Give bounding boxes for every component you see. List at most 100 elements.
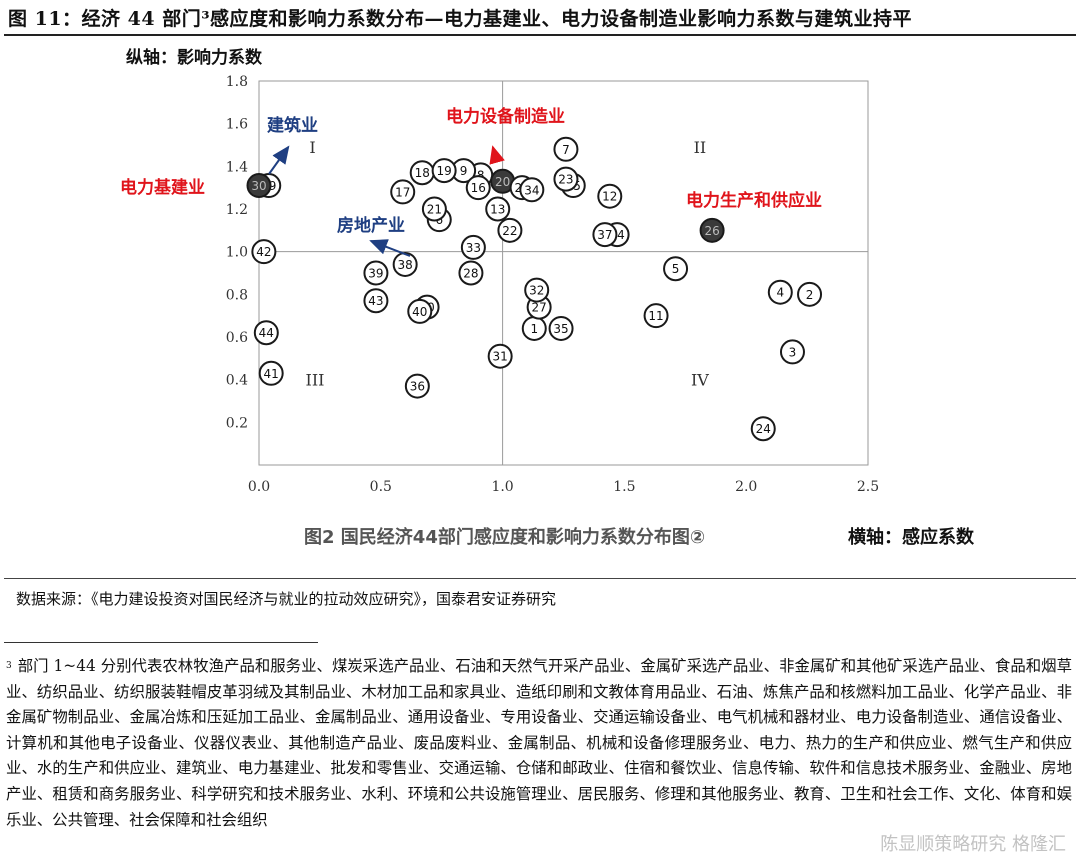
data-point: 41 <box>258 360 284 386</box>
point-marker <box>767 279 793 305</box>
point-label: 1 <box>530 322 538 336</box>
point-label: 43 <box>368 294 383 308</box>
point-label: 21 <box>427 203 442 217</box>
point-marker <box>253 320 279 346</box>
point-marker <box>497 217 523 243</box>
point-label: 12 <box>602 190 617 204</box>
point-label: 16 <box>471 181 486 195</box>
point-label: 26 <box>704 224 719 238</box>
point-label: 40 <box>412 305 427 319</box>
point-label: 44 <box>259 326 274 340</box>
data-point: 39 <box>363 260 389 286</box>
point-label: 38 <box>398 258 413 272</box>
point-marker <box>553 136 579 162</box>
title-rule <box>4 34 1076 36</box>
x-tick-label: 1.0 <box>491 479 513 495</box>
data-point: 43 <box>363 288 389 314</box>
x-tick-label: 0.0 <box>248 479 270 495</box>
point-label: 27 <box>531 301 546 315</box>
data-point: 37 <box>592 222 618 248</box>
data-point: 42 <box>251 239 277 265</box>
point-marker <box>750 416 776 442</box>
point-label: 35 <box>553 322 568 336</box>
point-label: 32 <box>529 284 544 298</box>
annotation-arrow <box>489 145 505 165</box>
data-source: 数据来源：《电力建设投资对国民经济与就业的拉动效应研究》，国泰君安证券研究 <box>16 590 557 608</box>
data-point: 7 <box>553 136 579 162</box>
data-point: 17 <box>390 179 416 205</box>
point-marker <box>363 260 389 286</box>
annotation-label: 电力生产和供应业 <box>686 190 822 211</box>
watermark: 陈显顺策略研究 格隆汇 <box>880 834 1066 855</box>
point-marker <box>524 277 550 303</box>
data-point: 35 <box>548 315 574 341</box>
data-point: 5 <box>663 256 689 282</box>
point-marker <box>392 251 418 277</box>
data-point: 44 <box>253 320 279 346</box>
point-marker <box>548 315 574 341</box>
data-point: 18 <box>409 160 435 186</box>
point-marker <box>258 360 284 386</box>
data-point: 12 <box>597 183 623 209</box>
x-tick-label: 1.5 <box>613 479 635 495</box>
point-marker <box>553 166 579 192</box>
point-marker <box>363 288 389 314</box>
annotation-label: 房地产业 <box>337 215 405 236</box>
quadrant-label: IV <box>691 371 709 390</box>
point-label: 7 <box>562 143 570 157</box>
data-point: 23 <box>553 166 579 192</box>
scatter-chart: 0.2 0.4 0.6 0.8 1.0 1.2 1.4 1.6 1.8 0.0 0.5 1.0 1.5 2… <box>120 47 975 548</box>
point-label: 34 <box>524 183 539 197</box>
data-point: 31 <box>487 343 513 369</box>
point-label: 18 <box>415 166 430 180</box>
y-tick-label: 1.2 <box>226 202 248 218</box>
point-label: 13 <box>490 203 505 217</box>
data-point: 28 <box>458 260 484 286</box>
annotation-label: 建筑业 <box>267 115 318 136</box>
point-marker <box>458 260 484 286</box>
point-label: 11 <box>648 309 663 323</box>
y-tick-label: 0.2 <box>226 415 248 431</box>
data-point: 11 <box>643 303 669 329</box>
source-rule <box>4 578 1076 579</box>
point-marker <box>699 217 725 243</box>
point-label: 33 <box>466 241 481 255</box>
point-label: 3 <box>789 345 797 359</box>
data-point: 26 <box>699 217 725 243</box>
y-tick-label: 1.4 <box>226 159 248 175</box>
x-axis-label: 横轴：感应系数 <box>848 526 975 548</box>
point-label: 37 <box>597 228 612 242</box>
point-label: 30 <box>251 179 266 193</box>
footnote-mark: 3 <box>6 661 12 671</box>
data-point: 40 <box>407 298 433 324</box>
point-label: 22 <box>502 224 517 238</box>
annotation-arrow <box>369 239 411 257</box>
y-tick-label: 0.4 <box>226 373 248 389</box>
point-label: 24 <box>756 422 771 436</box>
point-marker <box>485 196 511 222</box>
point-label: 5 <box>672 262 680 276</box>
data-point: 33 <box>460 234 486 260</box>
data-point: 2 <box>797 281 823 307</box>
data-point: 3 <box>779 339 805 365</box>
point-marker <box>597 183 623 209</box>
data-point: 13 <box>485 196 511 222</box>
y-tick-label: 1.0 <box>226 245 248 261</box>
point-marker <box>431 158 457 184</box>
data-point: 21 <box>421 196 447 222</box>
quadrant-label: II <box>694 138 707 157</box>
point-marker <box>519 177 545 203</box>
point-label: 28 <box>463 267 478 281</box>
chart-caption: 图2 国民经济44部门感应度和影响力系数分布图② <box>304 526 705 548</box>
y-tick-label: 1.8 <box>226 74 248 90</box>
point-marker <box>779 339 805 365</box>
data-point: 1 <box>521 315 547 341</box>
point-marker <box>421 196 447 222</box>
point-marker <box>246 173 272 199</box>
point-marker <box>487 343 513 369</box>
point-marker <box>592 222 618 248</box>
point-marker <box>643 303 669 329</box>
point-marker <box>404 373 430 399</box>
data-point: 34 <box>519 177 545 203</box>
point-label: 41 <box>264 367 279 381</box>
